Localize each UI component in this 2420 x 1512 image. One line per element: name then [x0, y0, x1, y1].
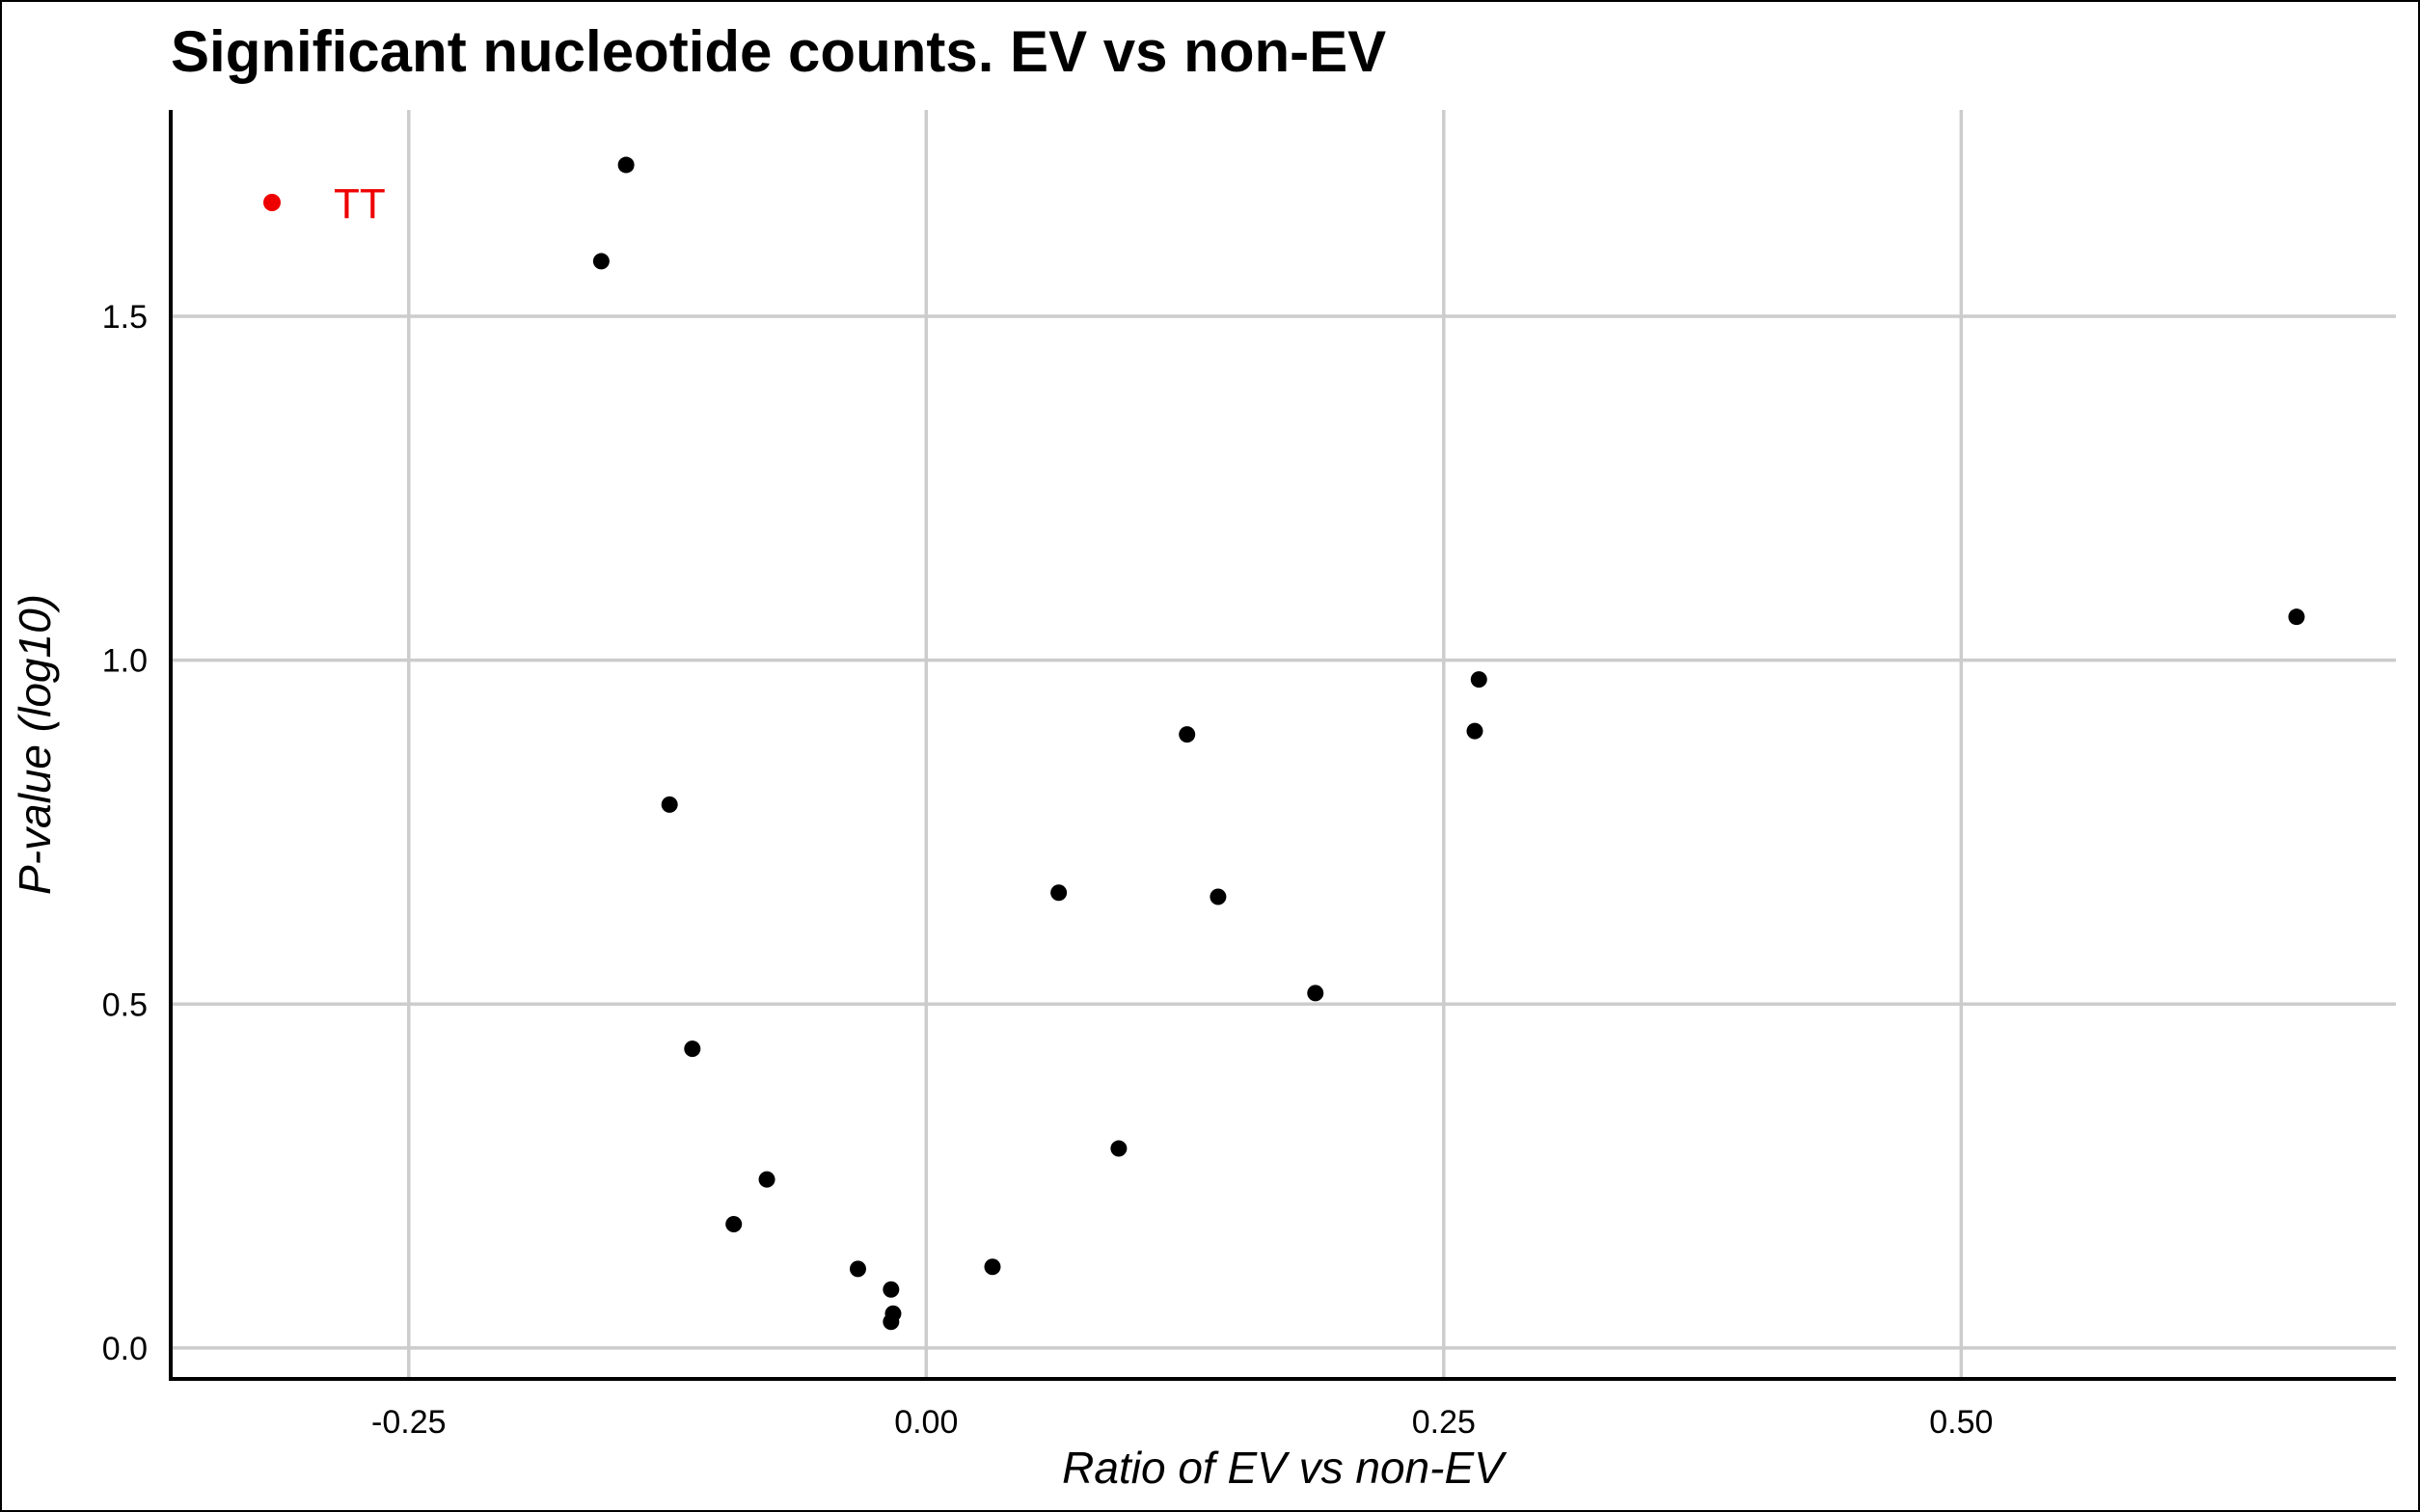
- data-point-2: [661, 796, 678, 813]
- data-point-5: [725, 1216, 743, 1233]
- data-point-9: [883, 1313, 900, 1331]
- legend-label: TT: [334, 180, 386, 228]
- data-point-0: [617, 156, 635, 174]
- data-point-14: [1210, 888, 1227, 905]
- y-tick-label: 1.5: [102, 299, 148, 336]
- x-tick-label: -0.25: [371, 1404, 447, 1441]
- data-point-3: [684, 1040, 701, 1058]
- y-tick-label: 0.0: [102, 1331, 148, 1367]
- data-point-13: [1179, 726, 1196, 743]
- data-point-6: [849, 1260, 866, 1278]
- data-point-10: [984, 1258, 1001, 1276]
- data-point-16: [1466, 722, 1483, 740]
- data-point-15: [1307, 985, 1324, 1002]
- data-point-4: [758, 1171, 775, 1188]
- y-tick-label: 0.5: [102, 986, 148, 1023]
- x-tick-label: 0.50: [1929, 1404, 1993, 1441]
- data-point-7: [883, 1281, 900, 1298]
- y-tick-label: 1.0: [102, 643, 148, 680]
- x-tick-label: 0.25: [1412, 1404, 1476, 1441]
- legend: TT: [263, 180, 386, 228]
- tick-labels: -0.25 0.00 0.25 0.50 0.0 0.5 1.0 1.5: [102, 299, 1994, 1441]
- data-point-1: [592, 253, 610, 270]
- legend-marker: [263, 194, 281, 211]
- x-axis-title: Ratio of EV vs non-EV: [1062, 1443, 1508, 1493]
- data-points: [592, 156, 2305, 1331]
- y-axis-title: P-value (log10): [10, 594, 60, 895]
- data-point-18: [2288, 608, 2305, 626]
- x-tick-label: 0.00: [894, 1404, 958, 1441]
- data-point-12: [1110, 1140, 1128, 1157]
- data-point-11: [1050, 884, 1068, 902]
- gridlines: [171, 110, 2396, 1379]
- chart-title: Significant nucleotide counts. EV vs non…: [171, 19, 1386, 84]
- data-point-17: [1470, 671, 1487, 688]
